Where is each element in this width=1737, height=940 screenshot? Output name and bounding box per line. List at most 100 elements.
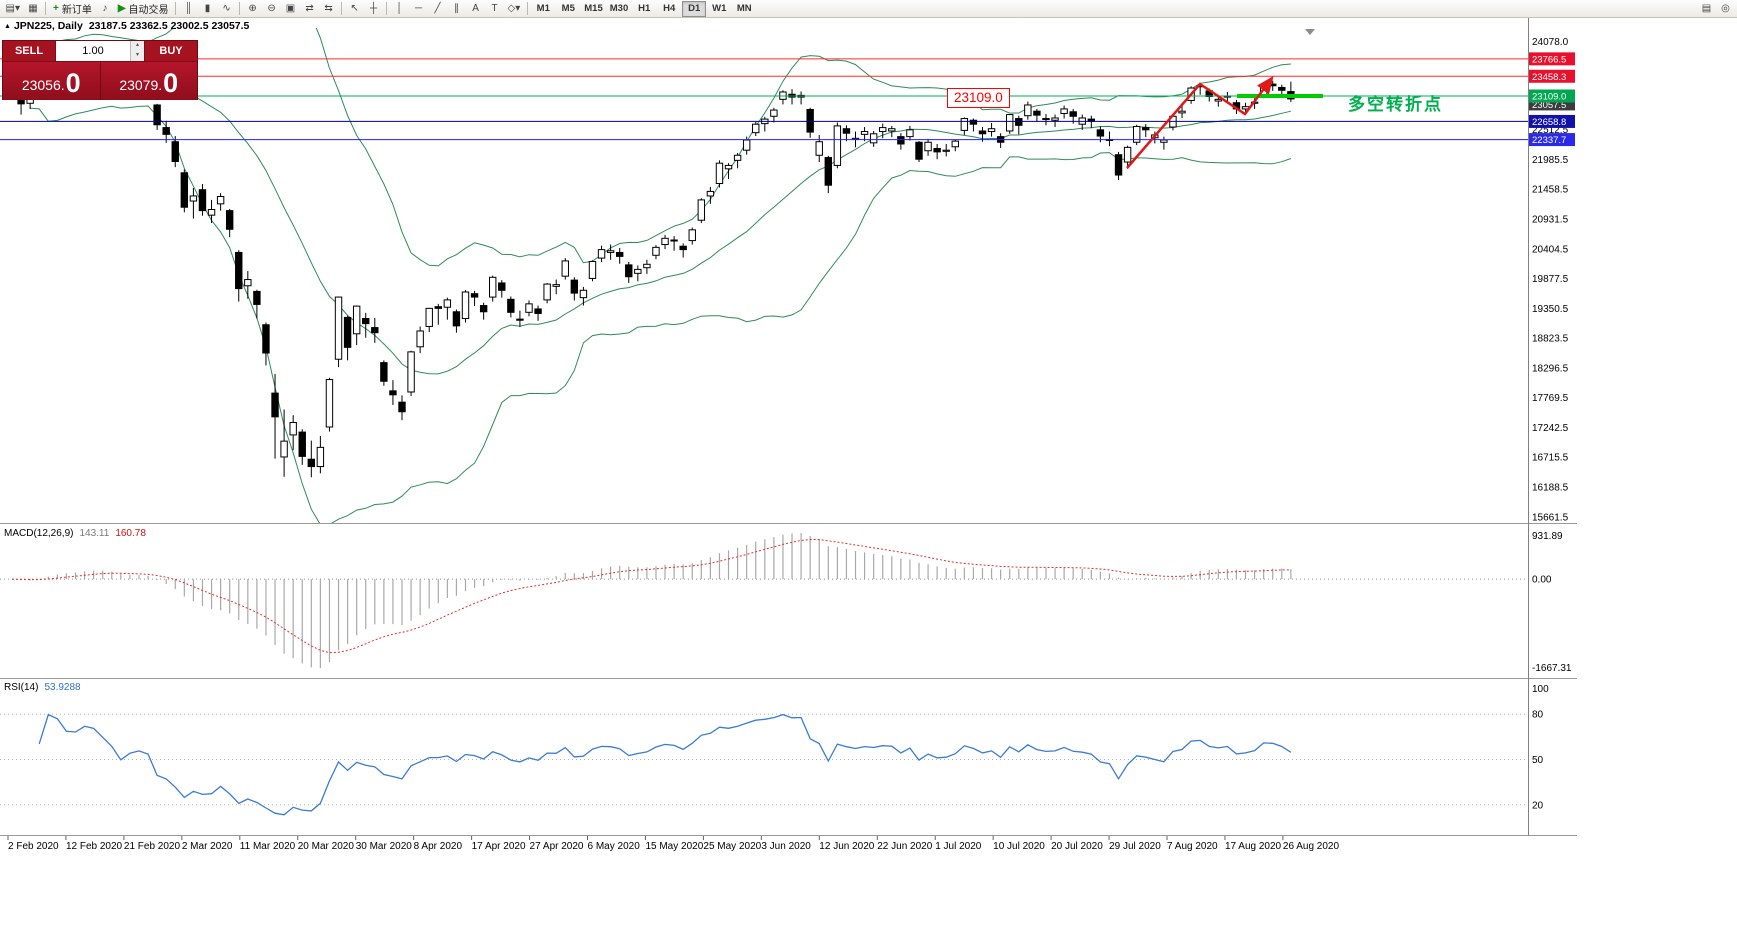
trendline-tool-button[interactable]: ╱ <box>429 1 447 17</box>
trend-zigzag-annotation[interactable] <box>1126 76 1274 169</box>
date-axis-label: 26 Aug 2020 <box>1283 841 1340 852</box>
profiles-button[interactable]: ▦ <box>24 1 42 17</box>
text-tool-button[interactable]: A <box>467 1 485 17</box>
price-axis-label: 17242.5 <box>1532 423 1569 434</box>
label-tool-icon: T <box>491 2 498 14</box>
line-chart-button[interactable]: ∿ <box>218 1 236 17</box>
timeframe-button-H1[interactable]: H1 <box>632 1 656 17</box>
timeframe-toolbar: M1 M5 M15 M30 H1 H4 D1 W1 MN <box>531 0 757 17</box>
axis-badge-label: 22337.7 <box>1532 135 1566 146</box>
bars-chart-button[interactable]: ║ <box>180 1 198 17</box>
timeframe-button-M5[interactable]: M5 <box>556 1 580 17</box>
date-axis-label: 29 Jul 2020 <box>1109 841 1161 852</box>
timeframe-button-M15[interactable]: M15 <box>581 1 605 17</box>
volume-spin-up[interactable]: ▴ <box>131 41 144 51</box>
zoom-in-button[interactable]: ⊕ <box>244 1 262 17</box>
channel-tool-button[interactable]: ∥ <box>448 1 466 17</box>
sell-price-display[interactable]: 23056. 0 <box>3 62 101 100</box>
autotrading-label: 自动交易 <box>128 5 169 16</box>
date-axis-label: 6 May 2020 <box>588 841 641 852</box>
date-axis-label: 2 Mar 2020 <box>182 841 233 852</box>
price-callout-label[interactable]: 23109.0 <box>947 88 1010 108</box>
macd-signal-value: 160.78 <box>115 528 146 539</box>
axis-badge-label: 23458.3 <box>1532 72 1566 83</box>
chart-shift-marker <box>1305 29 1315 35</box>
sell-button[interactable]: SELL <box>3 41 55 61</box>
buy-price-display[interactable]: 23079. 0 <box>100 62 197 100</box>
price-axis-label: 15661.5 <box>1532 512 1569 523</box>
price-axis-label: 20404.5 <box>1532 244 1569 255</box>
auto-scroll-button[interactable]: ⇄ <box>301 1 319 17</box>
date-axis-label: 7 Aug 2020 <box>1167 841 1218 852</box>
rsi-line <box>38 713 1292 816</box>
timeframe-button-H4[interactable]: H4 <box>657 1 681 17</box>
volume-input[interactable] <box>56 41 130 61</box>
bollinger-lower-band <box>30 105 1292 523</box>
data-window-icon: ▤ <box>1701 2 1712 14</box>
price-axis-label: 16715.5 <box>1532 453 1569 464</box>
volume-spin-down[interactable]: ▾ <box>131 51 144 61</box>
timeframe-button-MN[interactable]: MN <box>732 1 756 17</box>
price-axis-label: 21458.5 <box>1532 185 1569 196</box>
date-axis-label: 17 Apr 2020 <box>472 841 526 852</box>
axis-badge-23458.3 <box>1529 69 1575 83</box>
macd-main-value: 143.11 <box>79 528 110 539</box>
timeframe-button-M30[interactable]: M30 <box>607 1 631 17</box>
buy-button[interactable]: BUY <box>145 41 197 61</box>
window-marker-icon: ▲ <box>4 23 11 30</box>
zoom-out-button[interactable]: ⊖ <box>263 1 281 17</box>
alerts-icon: ♪ <box>102 2 108 14</box>
date-axis-label: 3 Jun 2020 <box>761 841 811 852</box>
new-order-button[interactable]: + 新订单 <box>50 1 95 17</box>
date-axis-label: 2 Feb 2020 <box>8 841 59 852</box>
turning-point-label[interactable]: 多空转折点 <box>1348 95 1443 114</box>
horizontal-line-icon: ─ <box>414 2 423 14</box>
cursor-icon: ↖ <box>350 2 359 14</box>
label-tool-button[interactable]: T <box>486 1 504 17</box>
vertical-line-icon: │ <box>396 2 403 14</box>
price-axis-label: 17769.5 <box>1532 393 1569 404</box>
shapes-dropdown-button[interactable]: ◇ ▾ <box>505 1 524 17</box>
data-window-button[interactable]: ▤ <box>1698 1 1716 17</box>
macd-histogram <box>20 533 1292 668</box>
toolbar-separator <box>239 2 241 15</box>
date-axis-label: 15 May 2020 <box>645 841 703 852</box>
candles-chart-button[interactable]: ▮ <box>199 1 217 17</box>
date-axis-label: 17 Aug 2020 <box>1225 841 1282 852</box>
date-axis-label: 20 Mar 2020 <box>298 841 355 852</box>
main-toolbar: ▤ ▾ ▦ + 新订单 ♪ ▶ 自动交易 ║ ▮ ∿ ⊕ ⊖ ▣ ⇄ ⇆ ↖ ┼ │ … <box>0 0 1737 18</box>
chart-shift-icon: ⇆ <box>324 2 333 14</box>
hline-tool-button[interactable]: ─ <box>410 1 428 17</box>
new-chart-button[interactable]: ▤ ▾ <box>3 1 23 17</box>
tile-windows-button[interactable]: ▣ <box>282 1 300 17</box>
timeframe-button-M1[interactable]: M1 <box>531 1 555 17</box>
toolbar-separator <box>386 2 388 15</box>
date-axis-label: 20 Jul 2020 <box>1051 841 1103 852</box>
autotrading-play-icon: ▶ <box>117 2 126 14</box>
date-axis-label: 30 Mar 2020 <box>356 841 413 852</box>
macd-label: MACD(12,26,9) <box>4 528 74 539</box>
help-button[interactable]: ◎ <box>1717 1 1735 17</box>
timeframe-button-D1[interactable]: D1 <box>682 0 707 17</box>
cursor-button[interactable]: ↖ <box>346 1 364 17</box>
date-axis-label: 10 Jul 2020 <box>993 841 1045 852</box>
autotrading-button[interactable]: ▶ 自动交易 <box>115 1 172 17</box>
candle-chart-icon: ▮ <box>204 2 211 14</box>
timeframe-button-W1[interactable]: W1 <box>707 1 731 17</box>
macd-axis-zero: 0.00 <box>1532 575 1552 586</box>
bollinger-upper-band <box>29 28 1291 267</box>
vline-tool-button[interactable]: │ <box>391 1 409 17</box>
alerts-button[interactable]: ♪ <box>96 1 114 17</box>
bollinger-middle-band <box>29 70 1292 375</box>
chart-shift-button[interactable]: ⇆ <box>320 1 338 17</box>
candles-layer <box>8 50 1295 478</box>
auto-scroll-icon: ⇄ <box>305 2 314 14</box>
date-axis-label: 1 Jul 2020 <box>935 841 982 852</box>
crosshair-button[interactable]: ┼ <box>365 1 383 17</box>
chart-info-line: ▲ JPN225, Daily 23187.5 23362.5 23002.5 23… <box>4 20 249 32</box>
rsi-level-label: 50 <box>1532 755 1544 766</box>
axis-badge-23766.5 <box>1529 52 1575 66</box>
trade-panel-price-row: 23056. 0 23079. 0 <box>3 62 197 100</box>
